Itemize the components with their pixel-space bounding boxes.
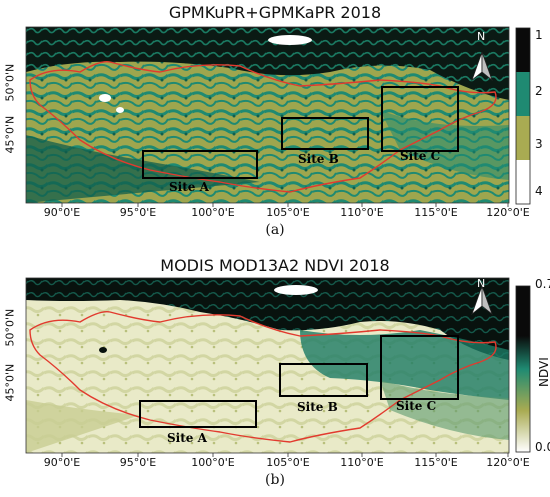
panel-a-title: GPMKuPR+GPMKaPR 2018 — [168, 3, 382, 22]
x-tick-a-100: 100°0'E — [191, 206, 235, 219]
y-tick-a-50: 50°0'N — [3, 63, 17, 102]
panel-a-label: (a) — [265, 222, 285, 238]
colorbar-a-class-3: 3 — [535, 137, 543, 151]
site-c-label-a: Site C — [400, 149, 441, 163]
x-tick-a-115: 115°0'E — [414, 206, 458, 219]
site-b-label-a: Site B — [298, 152, 339, 166]
x-tick-a-90: 90°0'E — [43, 206, 81, 219]
x-tick-b-100: 100°0'E — [191, 456, 235, 469]
site-a-label-a: Site A — [169, 180, 209, 194]
colorbar-b — [515, 285, 531, 453]
site-b-label-b: Site B — [297, 400, 338, 414]
colorbar-a — [515, 27, 531, 205]
panel-b-label: (b) — [265, 472, 285, 488]
north-arrow-icon — [471, 51, 493, 82]
north-label-b: N — [477, 277, 486, 290]
panel-a-map — [26, 27, 509, 203]
panel-b-title: MODIS MOD13A2 NDVI 2018 — [160, 256, 390, 275]
x-tick-a-110: 110°0'E — [340, 206, 384, 219]
north-arrow-icon-b — [471, 285, 493, 316]
panel-b-map — [26, 278, 509, 453]
x-tick-a-95: 95°0'E — [119, 206, 157, 219]
x-tick-a-105: 105°0'E — [266, 206, 310, 219]
north-label-a: N — [477, 30, 486, 43]
y-tick-b-45: 45°0'N — [3, 363, 17, 402]
site-a-label-b: Site A — [167, 431, 207, 445]
y-tick-b-50: 50°0'N — [3, 308, 17, 347]
site-a-box-b — [139, 400, 257, 428]
site-c-label-b: Site C — [396, 399, 437, 413]
x-tick-b-105: 105°0'E — [266, 456, 310, 469]
y-tick-a-45: 45°0'N — [3, 115, 17, 154]
x-tick-a-120: 120°0'E — [486, 206, 530, 219]
tick-marks — [61, 203, 509, 457]
x-tick-b-90: 90°0'E — [43, 456, 81, 469]
site-b-box-b — [279, 363, 368, 397]
colorbar-a-class-2: 2 — [535, 84, 543, 98]
x-tick-b-115: 115°0'E — [414, 456, 458, 469]
site-c-box-a — [381, 86, 459, 152]
site-b-box-a — [281, 117, 369, 150]
x-tick-b-120: 120°0'E — [486, 456, 530, 469]
x-tick-b-95: 95°0'E — [119, 456, 157, 469]
mongolia-border-b — [29, 311, 497, 443]
colorbar-a-class-1: 1 — [535, 28, 543, 42]
colorbar-b-min: 0.0 — [535, 440, 550, 454]
x-tick-b-110: 110°0'E — [340, 456, 384, 469]
mongolia-border-a — [29, 61, 497, 193]
site-a-box-a — [142, 150, 258, 179]
colorbar-a-class-4: 4 — [535, 184, 543, 198]
colorbar-b-title: NDVI — [537, 357, 550, 387]
colorbar-b-max: 0.7 — [535, 277, 550, 291]
site-c-box-b — [380, 335, 459, 400]
